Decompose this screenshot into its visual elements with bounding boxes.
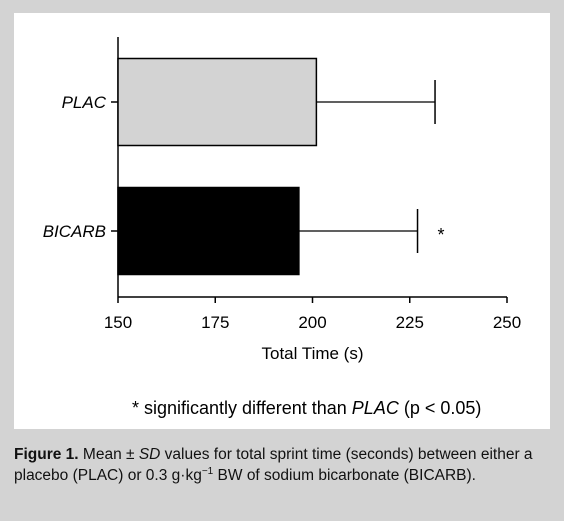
footnote-term: PLAC (351, 398, 399, 418)
caption-text-2: values for total sprint time (seconds) b… (14, 446, 533, 484)
category-label-bicarb: BICARB (43, 222, 106, 241)
significance-marker: * (438, 225, 445, 245)
x-tick-label-225: 225 (396, 313, 424, 332)
x-tick-label-150: 150 (104, 313, 132, 332)
x-axis-title: Total Time (s) (261, 344, 363, 363)
footnote-prefix: * significantly different than (132, 398, 352, 418)
bar-bicarb (117, 186, 300, 276)
figure-caption: Figure 1. Mean ± SD values for total spr… (14, 444, 550, 486)
bar-plac (117, 57, 318, 147)
x-tick-label-250: 250 (493, 313, 521, 332)
x-tick-label-200: 200 (298, 313, 326, 332)
x-tick-label-175: 175 (201, 313, 229, 332)
caption-sd: SD (138, 446, 161, 463)
footnote-suffix: (p < 0.05) (398, 398, 482, 418)
caption-text-3: BW of sodium bicarbonate (BICARB). (213, 467, 476, 484)
category-label-plac: PLAC (62, 93, 107, 112)
caption-text-1: Mean ± (78, 446, 139, 463)
caption-label: Figure 1. (14, 446, 79, 463)
significance-footnote: * significantly different than PLAC (p <… (132, 398, 481, 419)
caption-superscript: −1 (201, 465, 214, 477)
plot-panel: 150 175 200 225 250 Total Time (s) PLAC BICARB *… (14, 13, 550, 429)
bar-chart: 150 175 200 225 250 Total Time (s) PLAC BICARB * (43, 37, 521, 363)
